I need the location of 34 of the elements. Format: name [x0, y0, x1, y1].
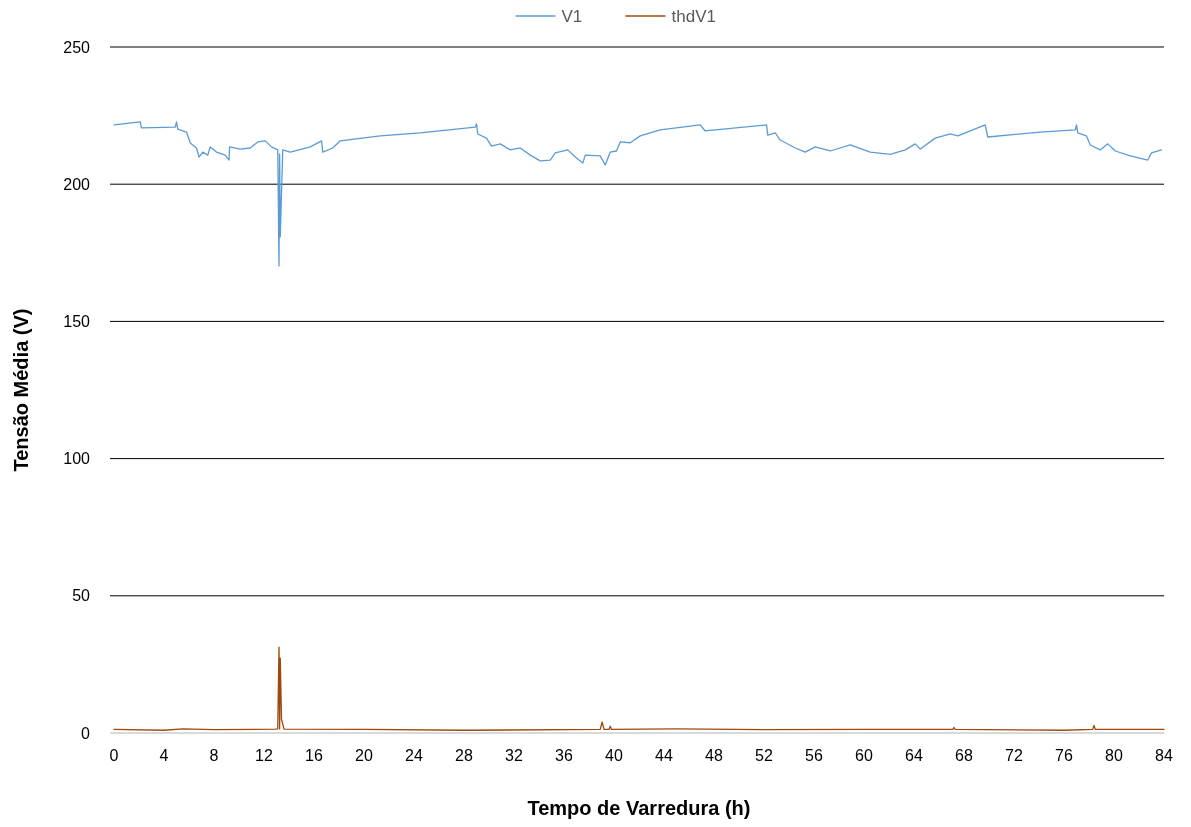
x-tick-label: 56: [805, 747, 823, 764]
x-tick-label: 72: [1005, 747, 1023, 764]
y-tick-label: 150: [63, 313, 91, 330]
y-axis-title: Tensão Média (V): [10, 308, 32, 472]
x-tick-label: 4: [159, 747, 169, 764]
x-tick-label: 52: [755, 747, 773, 764]
x-tick-label: 76: [1055, 747, 1073, 764]
x-tick-label: 0: [109, 747, 119, 764]
line-series: [113, 121, 1163, 267]
x-tick-label: 68: [955, 747, 973, 764]
x-tick-label: 36: [555, 747, 573, 764]
x-tick-label: 28: [455, 747, 473, 764]
x-tick-label: 60: [855, 747, 873, 764]
y-tick-label: 200: [63, 175, 91, 193]
x-tick-label: 32: [505, 747, 523, 764]
x-tick-label: 84: [1155, 747, 1173, 764]
x-tick-label: 80: [1105, 747, 1123, 764]
legend-label: V1: [561, 6, 583, 26]
y-tick-label: 250: [63, 38, 91, 56]
x-tick-label: 16: [305, 747, 323, 764]
x-tick-label: 40: [605, 747, 623, 764]
y-tick-label: 100: [63, 450, 91, 468]
x-tick-label: 12: [255, 747, 273, 764]
y-tick-label: 0: [81, 724, 91, 742]
x-tick-label: 48: [705, 747, 723, 764]
line-series: [113, 646, 1165, 731]
x-tick-label: 24: [405, 747, 423, 764]
legend-label: thdV1: [671, 6, 716, 26]
x-tick-label: 44: [655, 747, 673, 764]
x-axis-title: Tempo de Varredura (h): [527, 797, 751, 819]
x-tick-label: 8: [209, 747, 219, 764]
x-tick-label: 64: [905, 747, 923, 764]
y-tick-label: 50: [72, 587, 91, 605]
x-tick-label: 20: [355, 747, 373, 764]
